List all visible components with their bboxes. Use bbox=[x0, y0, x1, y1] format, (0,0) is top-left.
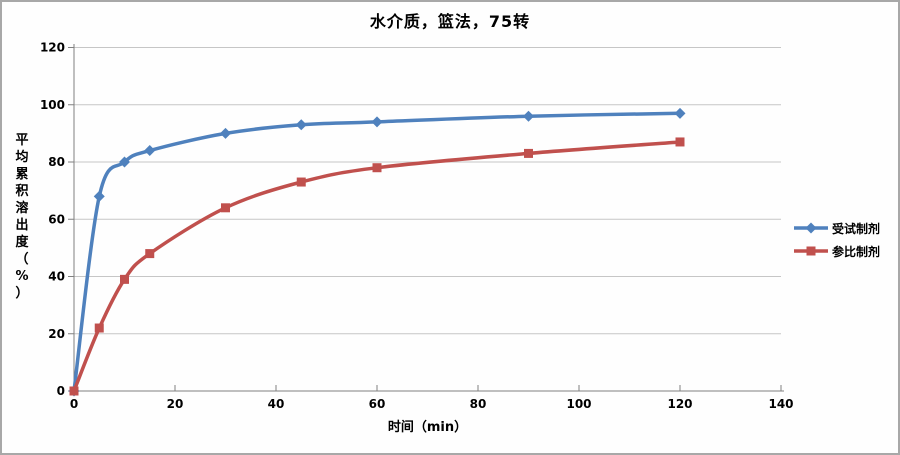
y-axis-title-char: % bbox=[15, 269, 29, 284]
y-tick-label: 80 bbox=[48, 155, 65, 169]
legend-label: 参比制剂 bbox=[832, 244, 881, 259]
y-axis-title-char: ） bbox=[15, 286, 29, 301]
series-marker bbox=[145, 249, 155, 259]
y-axis-title-char: 积 bbox=[15, 184, 29, 199]
series-marker bbox=[675, 137, 685, 147]
x-tick-label: 140 bbox=[768, 397, 793, 411]
series-marker bbox=[296, 177, 306, 187]
legend-diamond-swatch-icon bbox=[794, 222, 828, 234]
series-marker bbox=[119, 156, 130, 168]
y-tick-label: 40 bbox=[48, 270, 65, 284]
series-marker bbox=[523, 110, 534, 122]
y-axis-title-char: 溶 bbox=[15, 201, 29, 216]
series-line bbox=[72, 140, 682, 393]
legend-square-swatch-icon bbox=[794, 246, 828, 256]
x-tick-label: 20 bbox=[167, 397, 184, 411]
chart-title: 水介质，篮法，75转 bbox=[369, 12, 531, 31]
y-tick-label: 120 bbox=[40, 41, 65, 55]
x-tick-label: 60 bbox=[369, 397, 386, 411]
series-marker bbox=[221, 203, 230, 213]
series-marker bbox=[371, 116, 383, 128]
y-axis-title-char: （ bbox=[15, 252, 29, 267]
x-axis-title: 时间（min） bbox=[387, 420, 468, 435]
series-marker bbox=[220, 127, 231, 139]
x-tick-label: 100 bbox=[566, 397, 591, 411]
series-marker bbox=[674, 107, 686, 119]
series-marker bbox=[69, 386, 79, 396]
x-tick-label: 40 bbox=[268, 397, 285, 411]
y-axis-title-char: 累 bbox=[15, 167, 29, 182]
legend: 受试制剂 参比制剂 bbox=[794, 217, 880, 262]
x-tick-label: 80 bbox=[470, 397, 487, 411]
series-marker bbox=[372, 163, 382, 173]
y-tick-label: 0 bbox=[57, 384, 65, 398]
y-axis-title-char: 均 bbox=[15, 150, 29, 165]
series-marker bbox=[144, 145, 156, 157]
series-marker bbox=[94, 323, 104, 333]
y-axis-title-char: 出 bbox=[15, 218, 29, 233]
legend-label: 受试制剂 bbox=[832, 221, 881, 236]
x-tick-label: 0 bbox=[70, 397, 78, 411]
y-axis-title-char: 平 bbox=[15, 133, 29, 148]
series-line bbox=[72, 111, 682, 393]
legend-entry: 受试制剂 bbox=[794, 217, 880, 239]
series-marker bbox=[524, 148, 533, 158]
series-marker bbox=[93, 190, 105, 202]
y-tick-label: 60 bbox=[48, 212, 65, 226]
series-marker bbox=[120, 274, 129, 284]
y-axis-title: 平均累积溶出度 （% ） bbox=[8, 132, 36, 302]
y-axis-title-char: 度 bbox=[15, 235, 29, 250]
series-marker bbox=[295, 119, 307, 131]
legend-entry: 参比制剂 bbox=[794, 240, 880, 262]
y-tick-label: 20 bbox=[48, 327, 65, 341]
x-tick-label: 120 bbox=[667, 397, 692, 411]
y-tick-label: 100 bbox=[40, 98, 65, 112]
